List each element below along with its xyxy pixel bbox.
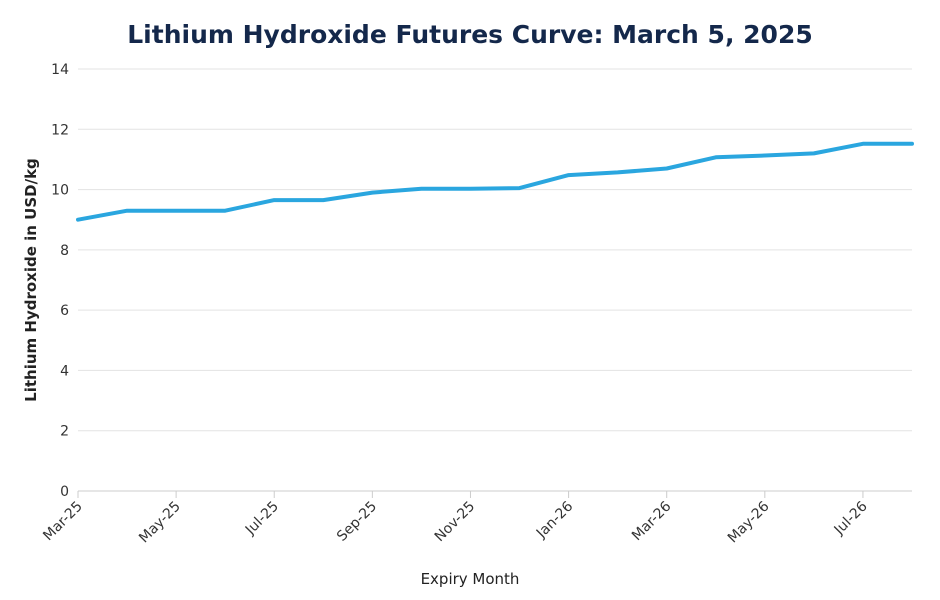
x-tick-label: Mar-26 [629, 498, 675, 544]
x-tick-label: May-25 [136, 499, 184, 547]
x-tick-label: Nov-25 [432, 499, 479, 546]
y-tick-label: 12 [51, 122, 69, 138]
x-tick-label: Jan-26 [533, 498, 577, 542]
x-axis-label: Expiry Month [421, 570, 520, 588]
y-tick-label: 6 [60, 303, 69, 319]
x-tick-label: Mar-25 [40, 499, 86, 545]
y-tick-label: 14 [51, 62, 69, 78]
y-axis-ticks: 0 2 4 6 8 10 12 14 [51, 62, 69, 500]
y-tick-label: 2 [60, 424, 69, 440]
x-tick-label: Sep-25 [334, 499, 380, 545]
y-tick-label: 10 [51, 183, 69, 199]
y-tick-label: 4 [60, 363, 69, 379]
gridlines [78, 68, 912, 432]
x-tick-label: Jul-25 [242, 499, 282, 539]
y-axis-label: Lithium Hydroxide in USD/kg [22, 158, 40, 402]
x-tick-label: Jul-26 [831, 498, 871, 538]
y-tick-label: 8 [60, 243, 69, 259]
x-axis-ticks: Mar-25 May-25 Jul-25 Sep-25 Nov-25 Jan-26 Mar-… [40, 491, 871, 546]
series-line [76, 141, 914, 222]
chart-title: Lithium Hydroxide Futures Curve: March 5… [127, 20, 813, 49]
y-tick-label: 0 [60, 484, 69, 500]
x-tick-label: May-26 [725, 498, 773, 546]
